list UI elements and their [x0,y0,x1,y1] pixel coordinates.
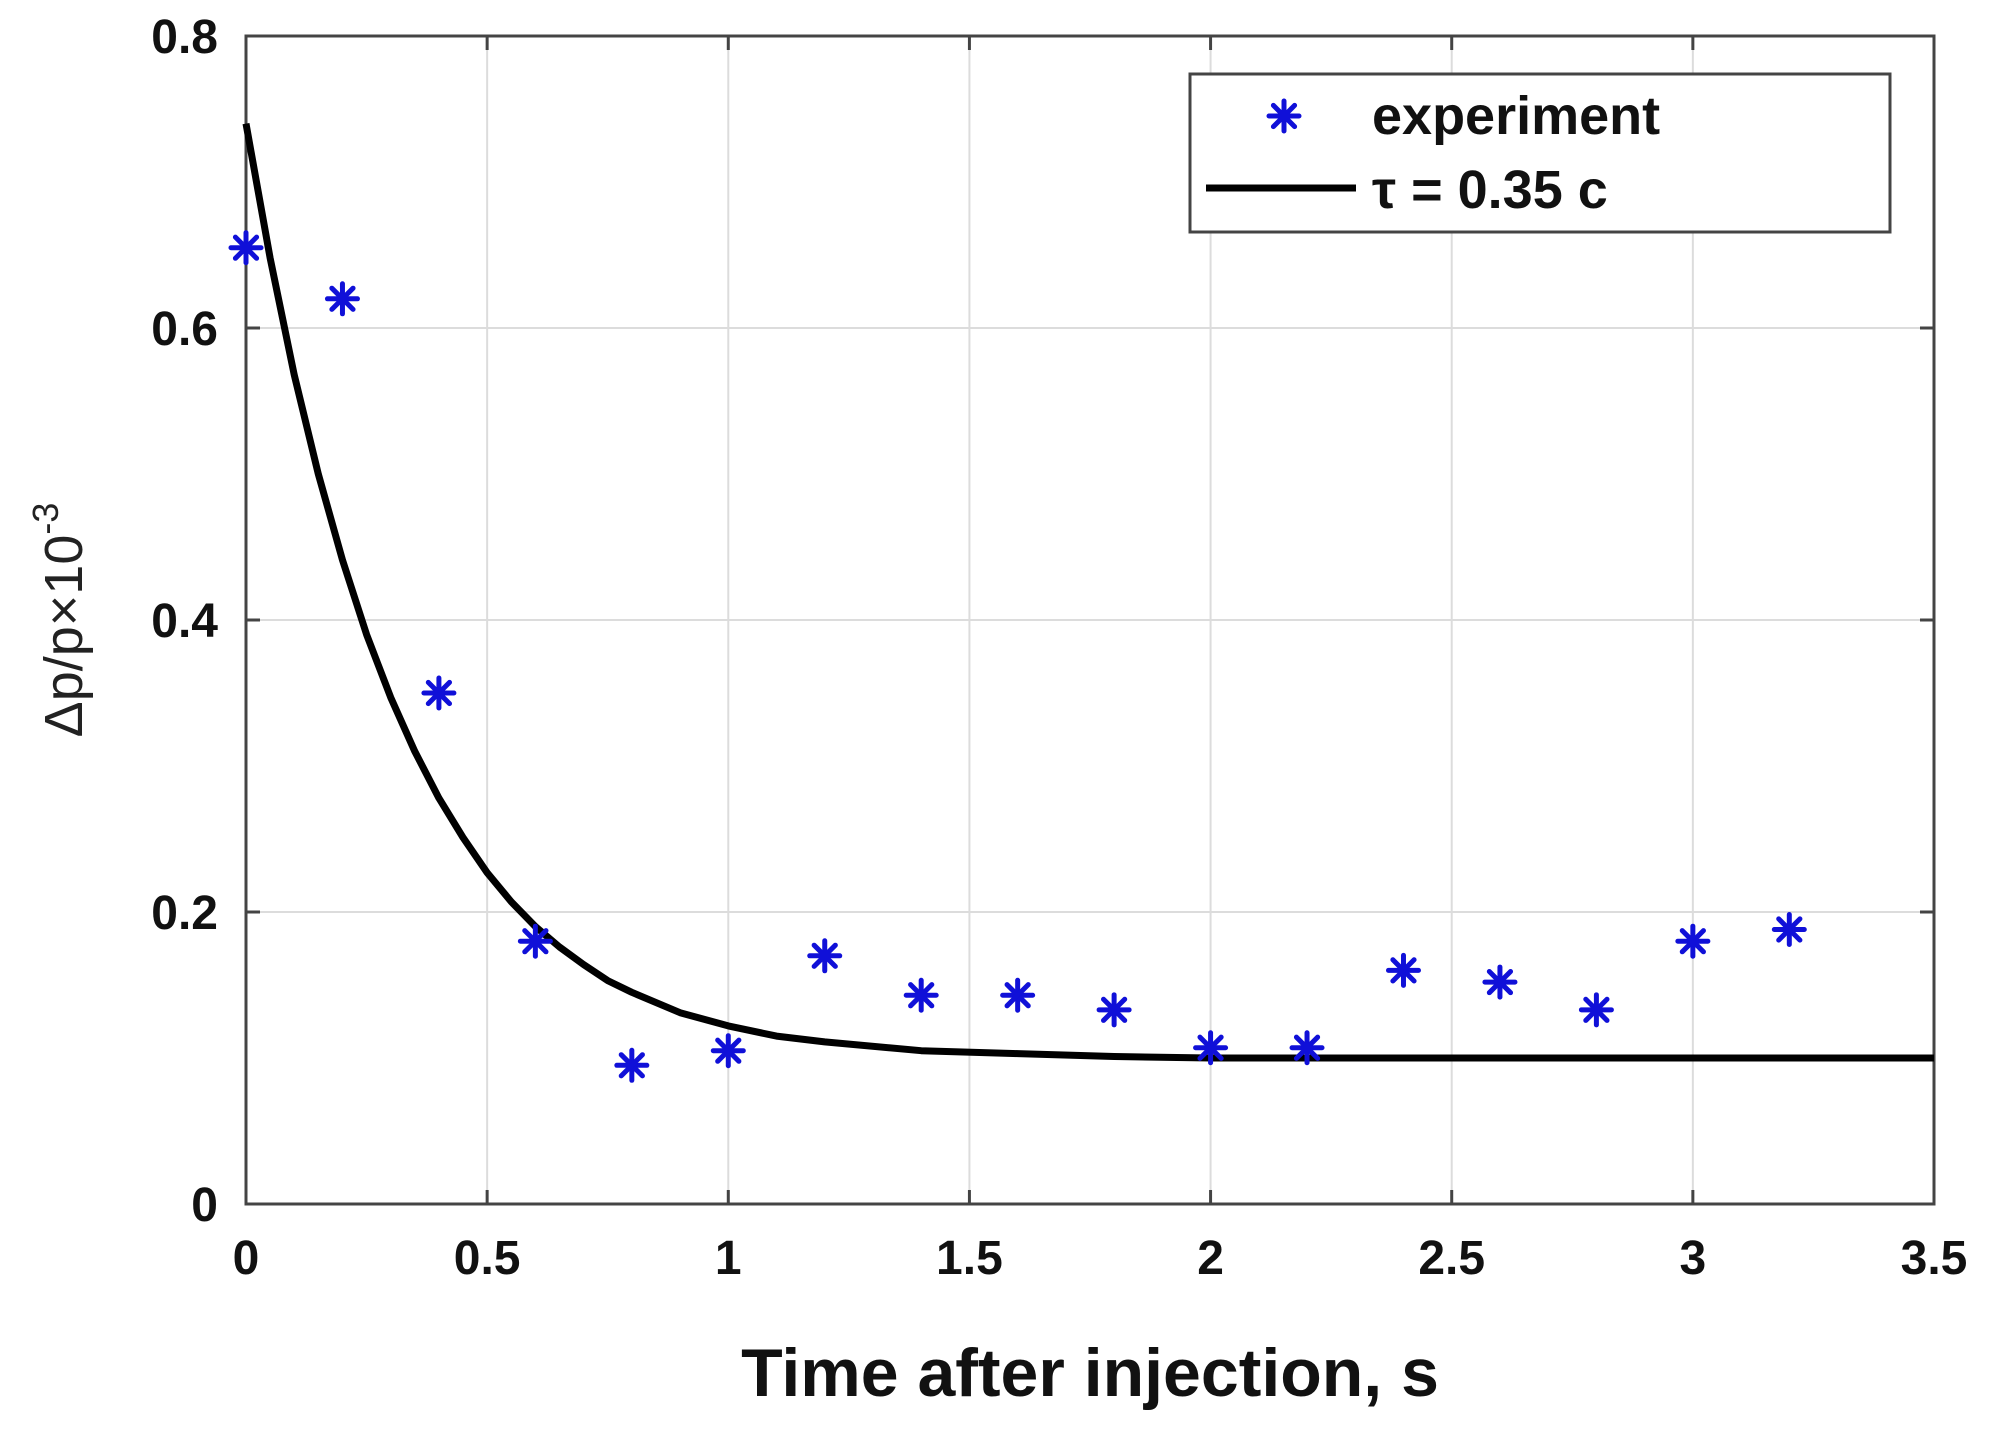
y-axis-title-exponent: -3 [25,503,66,535]
y-axis-title-main: Δp/p×10 [34,535,94,738]
experiment-point [1096,992,1132,1028]
x-tick-label: 1.5 [936,1232,1003,1285]
x-tick-label: 3 [1680,1232,1707,1285]
experiment-point [421,675,457,711]
y-tick-label: 0.8 [151,11,218,64]
fit-curve [242,122,1934,1062]
legend-experiment-label: experiment [1372,86,1660,146]
experiment-point [1000,977,1036,1013]
x-tick-label: 0.5 [454,1232,521,1285]
x-tick-label: 1 [715,1232,742,1285]
experiment-point [1675,923,1711,959]
fit-curve-layer [242,122,1934,1062]
experiment-point [1482,964,1518,1000]
experiment-markers [228,230,1807,1083]
experiment-point [807,938,843,974]
experiment-point [710,1033,746,1069]
experiment-point [324,281,360,317]
x-tick-label: 0 [233,1232,260,1285]
experiment-point [1385,952,1421,988]
legend: experiment τ = 0.35 c [1188,72,1892,234]
y-tick-label: 0.6 [151,303,218,356]
y-tick-label: 0 [191,1179,218,1232]
axis-ticks: 0 0.5 1 1.5 2 2.5 3 3.5 0 0.2 0.4 0.6 0.8 [151,11,1967,1285]
x-tick-label: 3.5 [1901,1232,1968,1285]
experiment-point [903,977,939,1013]
x-tick-label: 2 [1197,1232,1224,1285]
x-axis-title: Time after injection, s [741,1335,1439,1411]
x-tick-label: 2.5 [1418,1232,1485,1285]
experiment-point [1578,992,1614,1028]
legend-box [1188,72,1892,234]
experiment-point [614,1047,650,1083]
experiment-point [1266,98,1302,134]
y-tick-label: 0.4 [151,595,218,648]
experiment-point [517,923,553,959]
legend-experiment-marker [1266,98,1302,134]
y-tick-label: 0.2 [151,887,218,940]
experiment-point [1771,912,1807,948]
experiment-point [1193,1030,1229,1066]
experiment-point [228,230,264,266]
y-axis-title: Δp/p×10-3 [25,503,94,738]
experiment-point [1289,1030,1325,1066]
legend-fit-label: τ = 0.35 c [1372,160,1608,220]
